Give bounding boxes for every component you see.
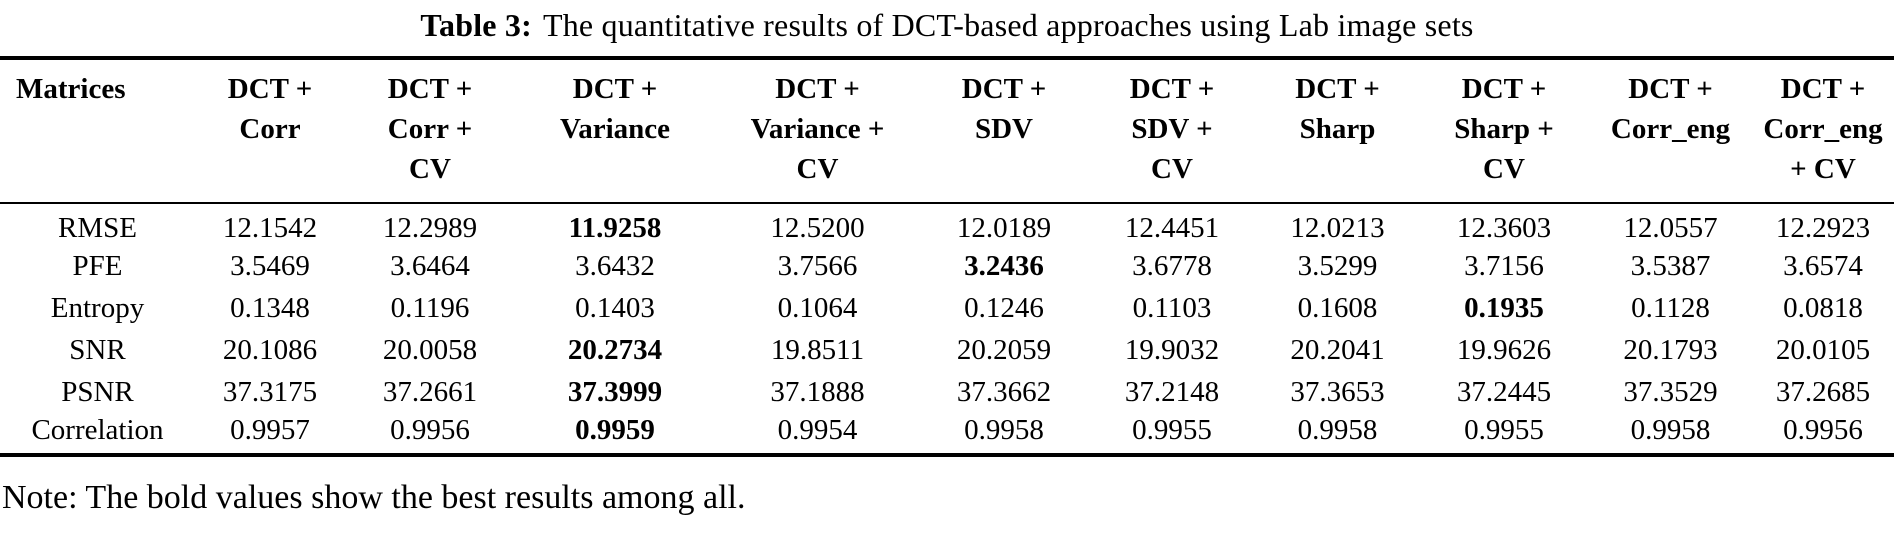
value-cell: 0.9957 bbox=[230, 413, 310, 446]
column-header: DCT + Corr + CV bbox=[387, 73, 473, 185]
value-cell: 12.2923 bbox=[1775, 212, 1871, 244]
row-label: Correlation bbox=[31, 413, 164, 446]
table-row: PSNR 37.3175 37.2661 37.3999 37.1888 37.3662 3… bbox=[0, 371, 1894, 413]
row-label: Entropy bbox=[50, 291, 145, 324]
table-caption: Table 3: The quantitative results of DCT-… bbox=[0, 0, 1894, 44]
value-cell: 37.2685 bbox=[1775, 375, 1871, 408]
value-cell: 19.9032 bbox=[1124, 333, 1220, 366]
value-cell: 0.9959 bbox=[575, 413, 655, 446]
value-cell: 11.9258 bbox=[568, 212, 662, 244]
value-cell: 12.0189 bbox=[956, 212, 1052, 244]
column-header: DCT + Variance bbox=[559, 73, 671, 145]
value-cell: 37.3662 bbox=[956, 375, 1052, 408]
table-row: Correlation 0.9957 0.9956 0.9959 0.9954 0.995… bbox=[0, 413, 1894, 455]
value-cell: 37.2445 bbox=[1456, 375, 1552, 408]
row-label: PFE bbox=[72, 249, 123, 282]
value-cell: 0.9956 bbox=[1783, 413, 1863, 446]
value-cell: 0.1103 bbox=[1132, 291, 1212, 324]
value-cell: 12.0213 bbox=[1290, 212, 1385, 244]
value-cell: 0.9954 bbox=[777, 413, 858, 446]
column-header: DCT + Corr_eng bbox=[1610, 73, 1731, 145]
value-cell: 3.6432 bbox=[575, 249, 655, 282]
results-table: Matrices DCT + Corr DCT + Corr + CV DCT + … bbox=[0, 56, 1894, 457]
table-row: Entropy 0.1348 0.1196 0.1403 0.1064 0.1246 0.1… bbox=[0, 287, 1894, 329]
value-cell: 3.7566 bbox=[777, 249, 858, 282]
value-cell: 19.9626 bbox=[1456, 333, 1552, 366]
value-cell: 0.9958 bbox=[1630, 413, 1711, 446]
value-cell: 3.2436 bbox=[964, 249, 1044, 282]
value-cell: 0.1608 bbox=[1297, 291, 1378, 324]
value-cell: 12.1542 bbox=[222, 212, 318, 244]
value-cell: 0.9955 bbox=[1464, 413, 1544, 446]
table-row: SNR 20.1086 20.0058 20.2734 19.8511 20.2059 19… bbox=[0, 329, 1894, 371]
value-cell: 20.2734 bbox=[567, 333, 663, 366]
value-cell: 20.2059 bbox=[956, 333, 1052, 366]
table-caption-text: The quantitative results of DCT-based ap… bbox=[542, 7, 1474, 43]
value-cell: 12.3603 bbox=[1456, 212, 1552, 244]
value-cell: 12.4451 bbox=[1124, 212, 1220, 244]
value-cell: 0.9958 bbox=[964, 413, 1044, 446]
value-cell: 0.0818 bbox=[1783, 291, 1863, 324]
value-cell: 3.5299 bbox=[1297, 249, 1378, 282]
value-cell: 37.3999 bbox=[567, 375, 663, 408]
value-cell: 0.1196 bbox=[390, 291, 470, 324]
column-header: DCT + SDV + CV bbox=[1129, 73, 1215, 185]
value-cell: 0.1246 bbox=[964, 291, 1044, 324]
value-cell: 3.6574 bbox=[1783, 249, 1863, 282]
column-header-matrices: Matrices bbox=[16, 73, 126, 105]
table-header-row: Matrices DCT + Corr DCT + Corr + CV DCT + … bbox=[0, 58, 1894, 203]
value-cell: 37.3529 bbox=[1623, 375, 1718, 408]
column-header: DCT + Sharp + CV bbox=[1454, 73, 1554, 185]
value-cell: 3.7156 bbox=[1464, 249, 1544, 282]
value-cell: 12.2989 bbox=[382, 212, 478, 244]
value-cell: 12.5200 bbox=[770, 212, 865, 244]
table-row: PFE 3.5469 3.6464 3.6432 3.7566 3.2436 3.6778 3… bbox=[0, 245, 1894, 287]
value-cell: 20.0105 bbox=[1775, 333, 1871, 366]
value-cell: 20.1086 bbox=[222, 333, 318, 366]
column-header: DCT + Variance + CV bbox=[750, 73, 885, 185]
value-cell: 19.8511 bbox=[770, 333, 865, 366]
value-cell: 37.2661 bbox=[382, 375, 478, 408]
value-cell: 0.9956 bbox=[390, 413, 470, 446]
value-cell: 37.2148 bbox=[1124, 375, 1220, 408]
table-row: RMSE 12.1542 12.2989 11.9258 12.5200 12.0189 1… bbox=[0, 203, 1894, 245]
row-label: RMSE bbox=[58, 212, 137, 244]
value-cell: 20.0058 bbox=[382, 333, 478, 366]
table-note: Note: The bold values show the best resu… bbox=[2, 479, 746, 516]
value-cell: 37.3175 bbox=[222, 375, 318, 408]
value-cell: 3.6778 bbox=[1132, 249, 1212, 282]
column-header: DCT + Corr_eng + CV bbox=[1763, 73, 1883, 185]
value-cell: 0.1935 bbox=[1464, 291, 1544, 324]
value-cell: 0.9955 bbox=[1132, 413, 1212, 446]
value-cell: 0.9958 bbox=[1297, 413, 1378, 446]
row-label: SNR bbox=[69, 333, 126, 366]
value-cell: 37.3653 bbox=[1290, 375, 1385, 408]
value-cell: 3.6464 bbox=[390, 249, 470, 282]
value-cell: 3.5469 bbox=[230, 249, 310, 282]
value-cell: 0.1403 bbox=[575, 291, 655, 324]
value-cell: 20.2041 bbox=[1290, 333, 1385, 366]
table-body: RMSE 12.1542 12.2989 11.9258 12.5200 12.0189 1… bbox=[0, 203, 1894, 455]
value-cell: 12.0557 bbox=[1623, 212, 1718, 244]
value-cell: 0.1348 bbox=[230, 291, 310, 324]
value-cell: 0.1064 bbox=[777, 291, 858, 324]
value-cell: 0.1128 bbox=[1631, 291, 1710, 324]
value-cell: 3.5387 bbox=[1630, 249, 1711, 282]
column-header: DCT + SDV bbox=[961, 73, 1047, 145]
column-header: DCT + Sharp bbox=[1295, 73, 1380, 145]
column-header: DCT + Corr bbox=[227, 73, 313, 145]
table-caption-label: Table 3: bbox=[420, 7, 532, 43]
row-label: PSNR bbox=[61, 375, 134, 408]
value-cell: 37.1888 bbox=[770, 375, 865, 408]
value-cell: 20.1793 bbox=[1623, 333, 1718, 366]
